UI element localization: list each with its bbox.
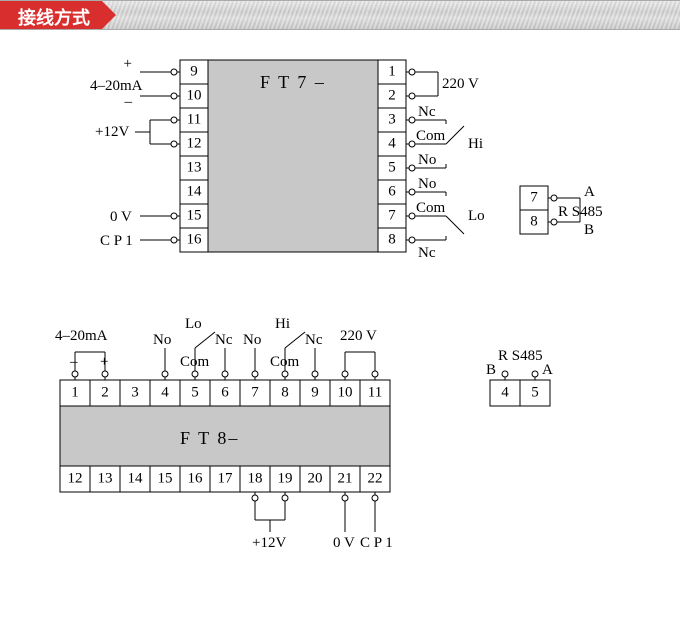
lbl-0v: 0 V [110, 209, 132, 225]
lbl-nc2: Nc [418, 245, 436, 261]
svg-text:6: 6 [221, 384, 229, 400]
svg-text:4: 4 [388, 135, 396, 151]
svg-text:10: 10 [187, 87, 202, 103]
lbl-12v: +12V [95, 124, 129, 140]
svg-text:3: 3 [131, 384, 139, 400]
svg-text:10: 10 [338, 384, 353, 400]
f8-lo-no: No [153, 332, 171, 348]
lbl-minus: – [124, 94, 133, 110]
f8-lo-nc: Nc [215, 332, 233, 348]
lbl-hi: Hi [468, 136, 483, 152]
f8-hi-nc: Nc [305, 332, 323, 348]
svg-text:5: 5 [388, 159, 396, 175]
svg-text:6: 6 [388, 183, 396, 199]
header-title: 接线方式 [0, 1, 102, 29]
svg-text:11: 11 [368, 384, 382, 400]
svg-text:7: 7 [388, 207, 396, 223]
f8-420: 4–20mA [55, 328, 108, 344]
svg-text:2: 2 [388, 87, 396, 103]
f8-minus: – [69, 354, 78, 370]
lbl-plus: + [124, 56, 132, 72]
svg-text:15: 15 [158, 470, 173, 486]
f8-rs485-a: A [542, 362, 553, 378]
rs485-b: B [584, 222, 594, 238]
ft8-bottom-pins: 12 13 14 15 16 17 18 19 20 21 22 [60, 466, 390, 492]
lbl-220v: 220 V [442, 76, 479, 92]
svg-text:5: 5 [191, 384, 199, 400]
f8-hi-no: No [243, 332, 261, 348]
svg-text:21: 21 [338, 470, 353, 486]
svg-text:7: 7 [251, 384, 259, 400]
header-bar: 接线方式 [0, 0, 680, 30]
svg-text:12: 12 [187, 135, 202, 151]
svg-text:4: 4 [161, 384, 169, 400]
f8-lo: Lo [185, 316, 202, 332]
svg-text:13: 13 [98, 470, 113, 486]
ft7-right-wiring: 220 V Nc Com No Hi No [406, 69, 485, 261]
svg-text:9: 9 [190, 63, 198, 79]
f8-lo-com: Com [180, 354, 210, 370]
lbl-no2: No [418, 176, 436, 192]
ft8-top-pins: 1 2 3 4 5 6 7 8 9 10 11 [60, 380, 390, 406]
svg-text:8: 8 [281, 384, 289, 400]
svg-text:14: 14 [128, 470, 144, 486]
ft7-left-pins: 9 10 11 12 13 14 15 16 [180, 60, 208, 252]
f8-cp1: C P 1 [360, 535, 393, 551]
svg-text:9: 9 [311, 384, 319, 400]
rs485-title: R S485 [558, 204, 603, 220]
f8-hi-com: Com [270, 354, 300, 370]
svg-text:8: 8 [388, 231, 396, 247]
lbl-cp1: C P 1 [100, 233, 133, 249]
f8-plus: + [100, 354, 108, 370]
lbl-nc1: Nc [418, 104, 436, 120]
f8-rs485-b: B [486, 362, 496, 378]
lbl-lo: Lo [468, 208, 485, 224]
f8-220: 220 V [340, 328, 377, 344]
svg-text:14: 14 [187, 183, 203, 199]
ft8-top-wiring: 4–20mA – + No Com Nc Lo [55, 316, 378, 380]
ft7-title: F T 7 – [260, 72, 326, 92]
svg-text:11: 11 [187, 111, 201, 127]
ft8-bottom-wiring: +12V 0 V C P 1 [252, 492, 393, 551]
svg-text:20: 20 [308, 470, 323, 486]
lbl-420: 4–20mA [90, 78, 143, 94]
lbl-com1: Com [416, 128, 446, 144]
svg-text:1: 1 [71, 384, 79, 400]
rs485-pin8: 8 [530, 213, 538, 229]
f8-rs485-title: R S485 [498, 348, 543, 364]
ft7-right-pins: 1 2 3 4 5 6 7 8 [378, 60, 406, 252]
f8-rs485-p4: 4 [501, 384, 509, 400]
svg-text:1: 1 [388, 63, 396, 79]
svg-text:2: 2 [101, 384, 109, 400]
svg-text:17: 17 [218, 470, 234, 486]
svg-text:16: 16 [187, 231, 203, 247]
rs485-pin7: 7 [530, 189, 538, 205]
f8-12v: +12V [252, 535, 286, 551]
svg-text:22: 22 [368, 470, 383, 486]
svg-text:3: 3 [388, 111, 396, 127]
ft7-diagram: F T 7 – 910111213141516 12345678 + 4–20m… [0, 30, 680, 310]
ft8-title: F T 8– [180, 428, 239, 448]
svg-text:15: 15 [187, 207, 202, 223]
svg-text:13: 13 [187, 159, 202, 175]
svg-text:19: 19 [278, 470, 293, 486]
svg-text:18: 18 [248, 470, 263, 486]
svg-text:16: 16 [188, 470, 204, 486]
svg-text:12: 12 [68, 470, 83, 486]
f8-hi: Hi [275, 316, 290, 332]
lbl-no1: No [418, 152, 436, 168]
f8-0v: 0 V [333, 535, 355, 551]
f8-rs485-p5: 5 [531, 384, 539, 400]
rs485-a: A [584, 184, 595, 200]
ft7-rs485: 7 8 A R S485 B [520, 184, 603, 238]
ft7-left-wiring: + 4–20mA – +12V 0 V C P 1 [90, 56, 180, 249]
lbl-com2: Com [416, 200, 446, 216]
ft8-rs485: R S485 4 5 B A [486, 348, 553, 406]
ft8-diagram: F T 8– 1234567891011 1213141516171819202… [0, 310, 680, 610]
